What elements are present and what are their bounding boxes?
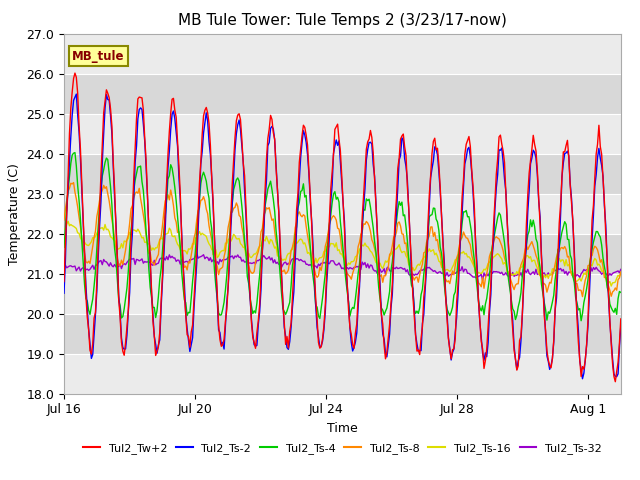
Bar	[64, 114, 621, 154]
Bar	[64, 313, 621, 354]
Text: MB_tule: MB_tule	[72, 50, 125, 63]
Title: MB Tule Tower: Tule Temps 2 (3/23/17-now): MB Tule Tower: Tule Temps 2 (3/23/17-now…	[178, 13, 507, 28]
Bar	[64, 193, 621, 234]
Bar	[64, 34, 621, 73]
Bar	[64, 354, 621, 394]
Legend: Tul2_Tw+2, Tul2_Ts-2, Tul2_Ts-4, Tul2_Ts-8, Tul2_Ts-16, Tul2_Ts-32: Tul2_Tw+2, Tul2_Ts-2, Tul2_Ts-4, Tul2_Ts…	[79, 439, 606, 458]
X-axis label: Time: Time	[327, 422, 358, 435]
Y-axis label: Temperature (C): Temperature (C)	[8, 163, 21, 264]
Bar	[64, 274, 621, 313]
Bar	[64, 73, 621, 114]
Bar	[64, 234, 621, 274]
Bar	[64, 154, 621, 193]
